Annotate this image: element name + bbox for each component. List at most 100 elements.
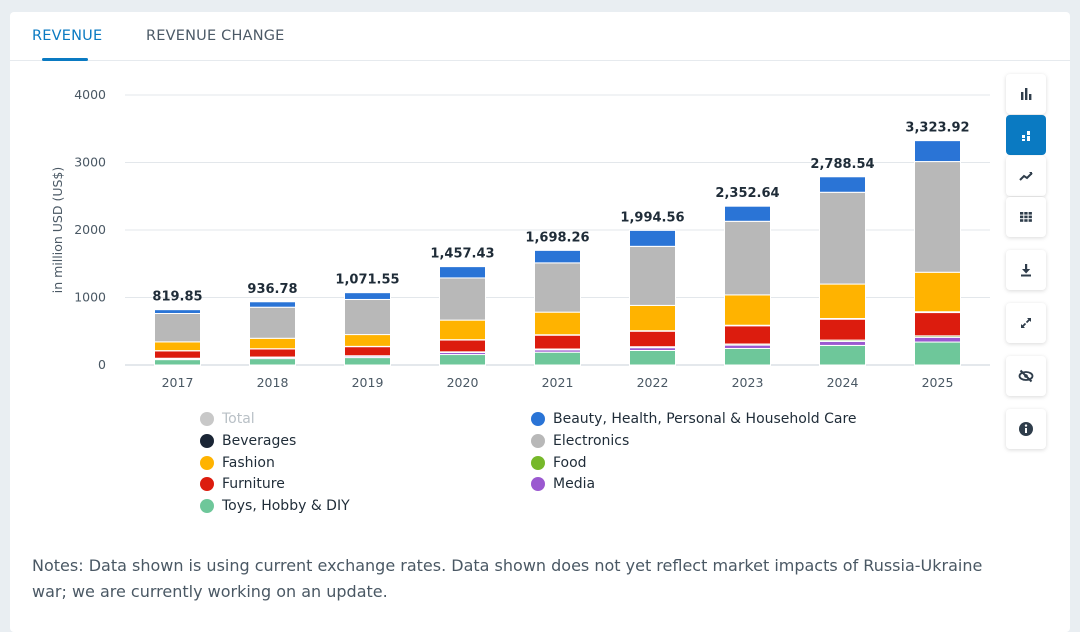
total-data-label: 1,457.43 bbox=[430, 247, 494, 262]
legend-label: Total bbox=[222, 411, 255, 427]
bar-segment bbox=[725, 326, 771, 344]
chart-notes: Notes: Data shown is using current excha… bbox=[32, 553, 1012, 605]
bar-segment bbox=[820, 345, 866, 365]
x-tick-label: 2019 bbox=[352, 375, 384, 390]
hide-icon bbox=[1018, 369, 1034, 383]
total-data-label: 936.78 bbox=[247, 282, 297, 297]
bar-chart-button[interactable] bbox=[1006, 74, 1046, 114]
bar-segment bbox=[915, 162, 961, 273]
stacked-bar-chart-icon bbox=[1019, 128, 1033, 142]
legend-swatch bbox=[531, 456, 545, 470]
y-tick-label: 0 bbox=[98, 357, 106, 372]
bar-segment bbox=[915, 141, 961, 162]
download-button[interactable] bbox=[1006, 250, 1046, 290]
info-icon bbox=[1018, 421, 1034, 437]
bar-segment bbox=[535, 352, 581, 365]
bar-segment bbox=[820, 177, 866, 192]
bar-segment bbox=[250, 359, 296, 365]
table-button[interactable] bbox=[1006, 197, 1046, 237]
total-data-label: 3,323.92 bbox=[905, 121, 969, 136]
bar-segment bbox=[440, 355, 486, 365]
bar-segment bbox=[725, 221, 771, 295]
chart-card: REVENUE REVENUE CHANGE 0 1000 2000 3000 4000… bbox=[10, 12, 1070, 632]
line-chart-button[interactable] bbox=[1006, 156, 1046, 196]
bar-segment bbox=[725, 348, 771, 365]
bar-segment bbox=[440, 267, 486, 278]
x-tick-label: 2024 bbox=[827, 375, 859, 390]
bar-segment bbox=[250, 349, 296, 357]
legend-label: Beauty, Health, Personal & Household Car… bbox=[553, 411, 857, 427]
bar-segment bbox=[155, 310, 201, 314]
legend-swatch bbox=[200, 456, 214, 470]
bar-segment bbox=[820, 192, 866, 284]
tab-revenue[interactable]: REVENUE bbox=[32, 28, 102, 44]
bar-chart-icon bbox=[1019, 87, 1033, 101]
bar-segment bbox=[345, 347, 391, 356]
bar-segment bbox=[155, 351, 201, 358]
bar-segment bbox=[345, 299, 391, 334]
bar-segment bbox=[535, 263, 581, 312]
x-tick-label: 2025 bbox=[922, 375, 954, 390]
bar-segment bbox=[915, 337, 961, 342]
bar-segment bbox=[915, 313, 961, 336]
info-button[interactable] bbox=[1006, 409, 1046, 449]
total-data-label: 1,994.56 bbox=[620, 210, 684, 225]
x-tick-label: 2021 bbox=[542, 375, 574, 390]
bar-segment bbox=[725, 206, 771, 221]
fullscreen-icon bbox=[1019, 316, 1033, 330]
table-icon bbox=[1019, 210, 1033, 224]
tab-bar: REVENUE REVENUE CHANGE bbox=[10, 12, 1070, 61]
stacked-bar-chart-button[interactable] bbox=[1006, 115, 1046, 155]
bar-segment bbox=[915, 342, 961, 365]
y-axis-label: in million USD (US$) bbox=[50, 167, 65, 293]
bar-segment bbox=[250, 338, 296, 348]
bar-segment bbox=[345, 293, 391, 300]
legend-label: Furniture bbox=[222, 476, 285, 492]
legend-swatch bbox=[531, 412, 545, 426]
bar-segment bbox=[630, 350, 676, 365]
y-tick-label: 1000 bbox=[74, 290, 106, 305]
bar-segment bbox=[440, 278, 486, 320]
bar-segment bbox=[630, 246, 676, 305]
hide-button[interactable] bbox=[1006, 356, 1046, 396]
x-tick-label: 2023 bbox=[732, 375, 764, 390]
legend-swatch bbox=[531, 434, 545, 448]
x-tick-label: 2020 bbox=[447, 375, 479, 390]
bar-segment bbox=[630, 305, 676, 330]
bar-segment bbox=[820, 319, 866, 340]
bar-segment bbox=[250, 307, 296, 338]
line-chart-icon bbox=[1019, 169, 1033, 183]
total-data-label: 2,788.54 bbox=[810, 157, 874, 172]
bar-segment bbox=[535, 312, 581, 335]
bar-segment bbox=[820, 284, 866, 318]
bar-segment bbox=[155, 342, 201, 351]
legend-swatch bbox=[200, 434, 214, 448]
bar-segment bbox=[345, 358, 391, 365]
legend-label: Electronics bbox=[553, 433, 629, 449]
total-data-label: 1,071.55 bbox=[335, 273, 399, 288]
bar-segment bbox=[915, 272, 961, 311]
bar-segment bbox=[155, 360, 201, 365]
fullscreen-button[interactable] bbox=[1006, 303, 1046, 343]
bar-segment bbox=[725, 345, 771, 348]
legend-label: Beverages bbox=[222, 433, 296, 449]
x-tick-label: 2022 bbox=[637, 375, 669, 390]
legend-label: Food bbox=[553, 455, 587, 471]
total-data-label: 2,352.64 bbox=[715, 186, 779, 201]
bar-segment bbox=[535, 250, 581, 263]
tab-revenue-change[interactable]: REVENUE CHANGE bbox=[146, 28, 285, 44]
x-tick-label: 2018 bbox=[257, 375, 289, 390]
total-data-label: 1,698.26 bbox=[525, 230, 589, 245]
bar-segment bbox=[440, 340, 486, 352]
legend-label: Toys, Hobby & DIY bbox=[222, 498, 350, 514]
legend-label: Media bbox=[553, 476, 595, 492]
legend-label: Fashion bbox=[222, 455, 275, 471]
bar-segment bbox=[630, 331, 676, 347]
y-tick-label: 2000 bbox=[74, 222, 106, 237]
bar-segment bbox=[250, 302, 296, 307]
legend-swatch bbox=[200, 412, 214, 426]
bar-segment bbox=[535, 335, 581, 349]
y-tick-label: 4000 bbox=[74, 87, 106, 102]
y-tick-label: 3000 bbox=[74, 155, 106, 170]
